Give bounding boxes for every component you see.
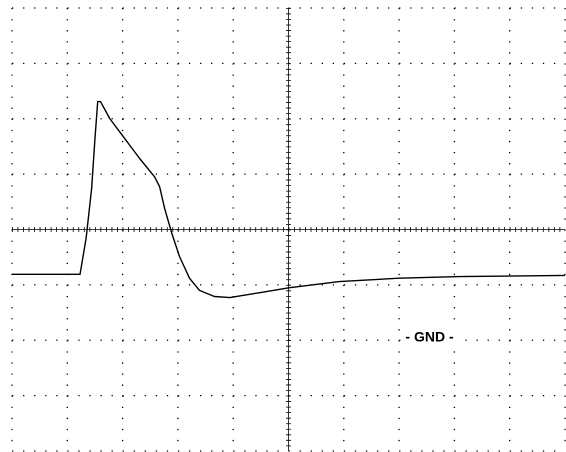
- trace: [12, 100, 566, 299]
- annotation-background: [402, 326, 457, 347]
- annotation: - GND -: [405, 329, 454, 345]
